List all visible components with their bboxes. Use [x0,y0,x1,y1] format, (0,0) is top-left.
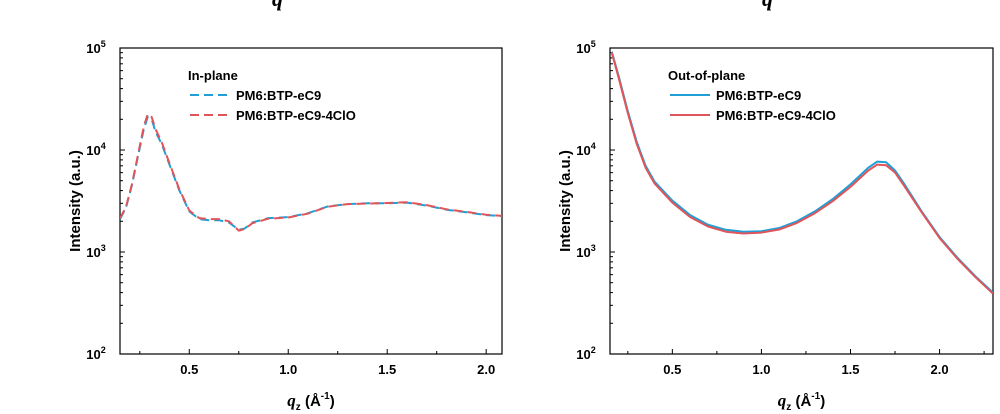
y-tick-label: 102 [576,345,595,362]
y-tick-label: 103 [86,243,105,260]
y-tick-label: 102 [86,345,105,362]
y-tick-label: 105 [576,39,595,56]
x-tick-label: 1.0 [752,362,770,377]
in-plane-chart: 0.5 1.0 1.5 2.0 102 103 104 105 Intensity (a.u.)… [67,39,503,413]
x-axis-title: qz (Å-1) [287,391,334,413]
x-tick-label: 1.0 [279,362,297,377]
y-tick-label: 104 [86,141,105,158]
x-tick-label: 2.0 [477,362,495,377]
out-of-plane-chart: 0.5 1.0 1.5 2.0 102 103 104 105 Intensity (a.u.)… [557,39,994,413]
x-tick-label: 0.5 [180,362,198,377]
top-cut-label-left: q [272,0,283,11]
x-tick-label: 1.5 [841,362,859,377]
y-axis-title: Intensity (a.u.) [67,150,84,252]
series-line-0 [610,51,993,294]
legend: Out-of-plane PM6:BTP-eC9 PM6:BTP-eC9-4ClO [668,68,836,123]
legend-label-0: PM6:BTP-eC9 [236,88,321,103]
top-cut-label-right: q [762,0,773,11]
legend-label-0: PM6:BTP-eC9 [716,88,801,103]
legend-title: Out-of-plane [668,68,745,83]
y-tick-label: 103 [576,243,595,260]
x-tick-label: 1.5 [378,362,396,377]
y-tick-label: 105 [86,39,105,56]
x-tick-label: 0.5 [663,362,681,377]
plot-frame [609,47,994,355]
series-group [120,113,502,232]
x-tick-label: 2.0 [931,362,949,377]
series-line-0 [120,116,502,231]
plot-frame [119,47,503,355]
x-axis-title: qz (Å-1) [778,391,825,413]
legend-label-1: PM6:BTP-eC9-4ClO [716,108,836,123]
series-line-1 [120,113,502,232]
y-tick-label: 104 [576,141,595,158]
series-group [610,51,993,295]
legend: In-plane PM6:BTP-eC9 PM6:BTP-eC9-4ClO [188,68,356,123]
series-line-1 [610,52,993,295]
legend-title: In-plane [188,68,238,83]
y-axis-title: Intensity (a.u.) [557,150,574,252]
legend-label-1: PM6:BTP-eC9-4ClO [236,108,356,123]
